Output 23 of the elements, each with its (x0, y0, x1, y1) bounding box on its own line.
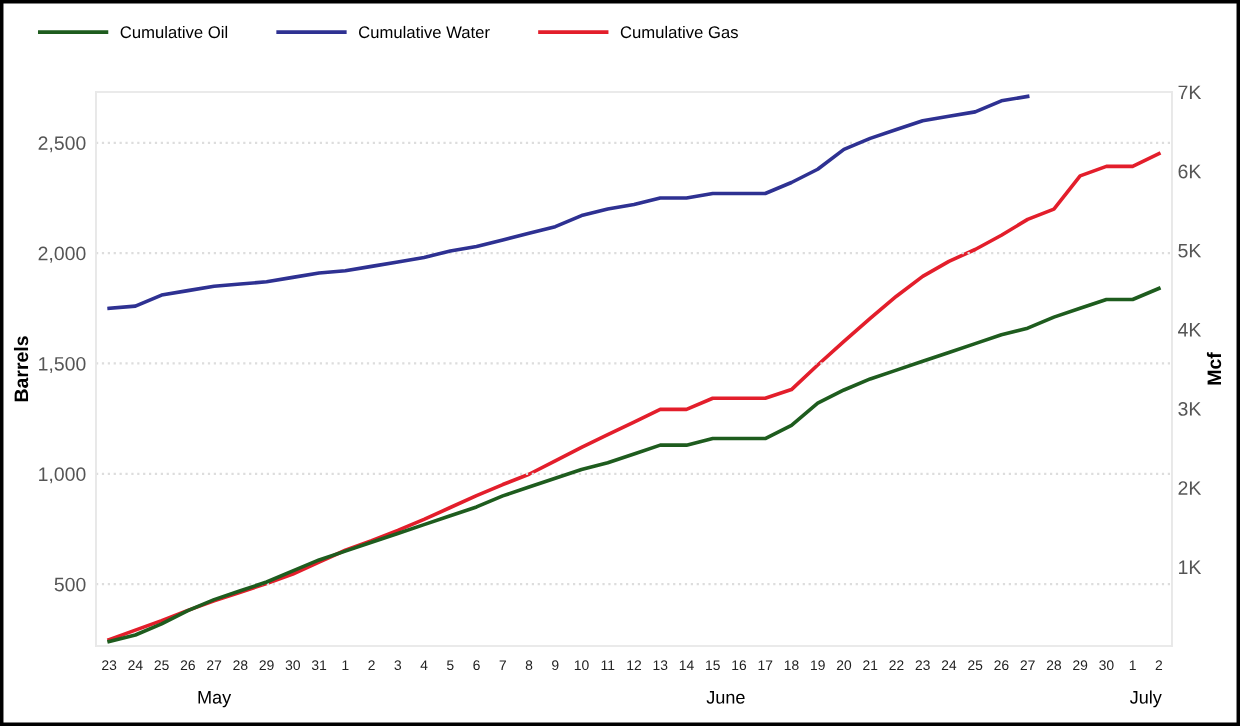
y2-tick-label: 2K (1178, 481, 1202, 495)
legend-label: Cumulative Gas (620, 25, 738, 39)
y2-tick-label: 4K (1178, 323, 1202, 337)
text: July (1129, 690, 1162, 708)
y2-tick-label: 3K (1178, 402, 1202, 416)
text: June (706, 691, 745, 704)
y2-tick-label: 7K (1178, 85, 1202, 100)
y2-tick-label: 6K (1178, 164, 1202, 179)
y-tick-label: 2,500 (38, 136, 86, 153)
y-tick-label: 500 (54, 577, 86, 592)
y-axis-title: Barrels (13, 336, 29, 402)
y2-tick-label: 5K (1178, 243, 1202, 258)
legend-label: Cumulative Water (359, 25, 490, 39)
line-series (107, 94, 1030, 311)
legend-label: Cumulative Oil (120, 25, 228, 39)
y2-axis-title: Mcf (1206, 352, 1222, 385)
y2-tick-label: 1K (1179, 560, 1202, 574)
y-tick-label: 1,500 (39, 356, 86, 374)
line-series (107, 286, 1161, 644)
y-tick-label: 2,000 (38, 246, 86, 263)
y-tick-label: 1,000 (39, 467, 86, 484)
text: May (198, 691, 232, 708)
line-series (107, 151, 1161, 642)
